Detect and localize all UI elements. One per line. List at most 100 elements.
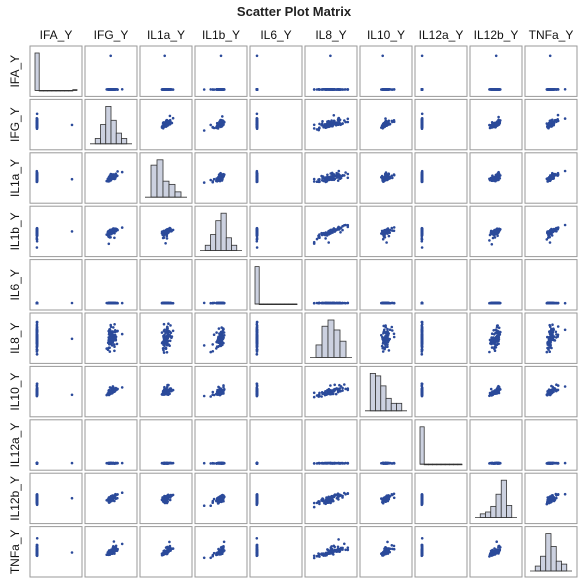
scatter-point — [312, 301, 316, 305]
row-labels: IFA_YIFG_YIL1a_YIL1b_YIL6_YIL8_YIL10_YIL… — [8, 55, 22, 574]
panel-frame — [359, 45, 413, 97]
scatter-point — [491, 88, 495, 91]
scatter-point — [346, 117, 350, 121]
scatter-point — [255, 388, 259, 392]
scatter-panel — [469, 45, 523, 97]
scatter-point — [161, 347, 165, 351]
scatter-point — [555, 301, 558, 305]
column-label: IFA_Y — [40, 28, 73, 42]
scatter-point — [209, 88, 212, 91]
scatter-point — [312, 127, 316, 130]
scatter-point — [215, 331, 218, 334]
scatter-point — [549, 325, 552, 329]
scatter-point — [164, 347, 168, 351]
scatter-point — [392, 173, 396, 176]
histogram-panel — [249, 259, 303, 311]
scatter-point — [490, 332, 494, 336]
scatter-point — [547, 126, 550, 130]
scatter-point — [160, 331, 164, 334]
scatter-panel — [359, 312, 413, 364]
scatter-point — [336, 123, 340, 126]
scatter-point — [164, 125, 168, 128]
scatter-point — [339, 174, 342, 178]
scatter-point — [337, 227, 340, 231]
scatter-point — [222, 385, 225, 389]
scatter-point — [550, 301, 553, 305]
scatter-point — [329, 54, 332, 58]
scatter-panel — [524, 312, 578, 364]
histogram-bar — [168, 183, 176, 198]
scatter-panel — [359, 98, 413, 151]
scatter-point — [312, 240, 316, 244]
scatter-point — [35, 246, 39, 249]
row-label: IL10_Y — [8, 373, 22, 411]
scatter-panel — [29, 312, 83, 364]
scatter-point — [255, 236, 259, 240]
scatter-point — [321, 301, 325, 305]
scatter-point — [161, 393, 165, 396]
scatter-point — [312, 180, 316, 183]
scatter-point — [390, 226, 394, 230]
scatter-point — [550, 329, 554, 332]
scatter-panel — [194, 312, 248, 364]
scatter-point — [386, 327, 389, 331]
histogram-bar — [94, 138, 101, 145]
scatter-point — [255, 227, 259, 231]
scatter-point — [490, 339, 494, 343]
scatter-point — [420, 337, 424, 340]
scatter-point — [332, 301, 336, 305]
scatter-point — [221, 115, 224, 118]
scatter-point — [390, 119, 394, 123]
scatter-point — [167, 322, 170, 326]
scatter-point — [392, 229, 396, 233]
scatter-point — [420, 88, 424, 91]
scatter-point — [344, 120, 347, 124]
scatter-point — [386, 301, 390, 305]
scatter-point — [35, 327, 39, 331]
scatter-point — [392, 226, 396, 229]
scatter-point — [494, 54, 498, 58]
scatter-point — [381, 54, 385, 58]
scatter-point — [493, 349, 497, 353]
scatter-panel — [84, 259, 138, 311]
scatter-point — [318, 122, 321, 126]
scatter-panel — [194, 152, 248, 204]
scatter-point — [550, 88, 553, 91]
scatter-point — [420, 54, 424, 58]
scatter-point — [211, 180, 215, 183]
scatter-point — [546, 88, 549, 91]
scatter-point — [491, 341, 495, 345]
scatter-point — [332, 178, 336, 182]
panel-frame — [304, 45, 358, 97]
scatter-point — [166, 230, 169, 234]
scatter-point — [165, 234, 169, 238]
scatter-point — [35, 236, 39, 240]
scatter-point — [332, 88, 336, 91]
scatter-point — [337, 88, 340, 91]
scatter-point — [255, 88, 259, 91]
scatter-point — [70, 337, 74, 341]
panel-frame — [414, 45, 468, 97]
scatter-point — [35, 301, 39, 305]
scatter-point — [171, 329, 175, 333]
scatter-point — [327, 88, 331, 91]
scatter-point — [332, 228, 336, 231]
scatter-point — [550, 230, 553, 233]
histogram-panel — [194, 205, 248, 258]
scatter-point — [317, 128, 320, 131]
scatter-point — [165, 351, 169, 354]
histogram-bar — [333, 329, 341, 358]
scatter-point — [105, 179, 108, 183]
histogram-bar — [100, 124, 107, 145]
scatter-point — [332, 119, 336, 123]
row-label: IL8_Y — [8, 323, 22, 354]
scatter-point — [490, 126, 494, 129]
scatter-panel — [524, 98, 578, 151]
scatter-point — [381, 350, 385, 353]
row-label: TNFa_Y — [8, 529, 22, 574]
histogram-bar — [204, 244, 211, 251]
scatter-point — [329, 88, 333, 91]
scatter-point — [390, 301, 394, 305]
column-label: IL1b_Y — [202, 28, 240, 42]
scatter-point — [202, 301, 206, 305]
